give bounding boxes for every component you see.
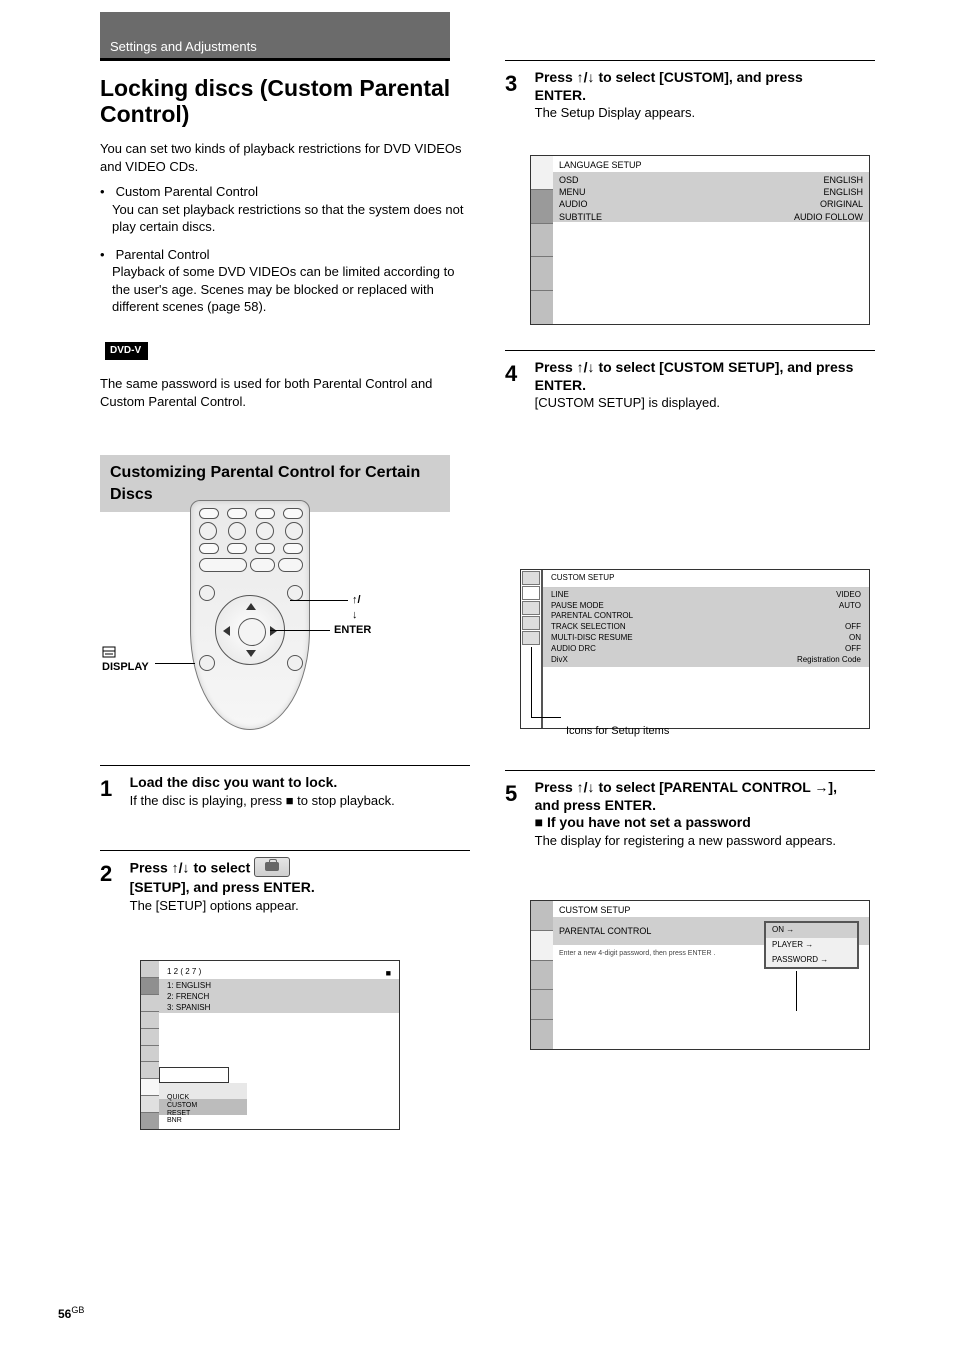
bullet2-title: Parental Control: [116, 247, 210, 262]
mock-title: LANGUAGE SETUP: [559, 159, 642, 171]
step-number: 3: [505, 69, 531, 99]
step1-text: Load the disc you want to lock. If the d…: [130, 774, 450, 809]
mock-cell: MULTI-DISC RESUME: [551, 633, 633, 644]
bullet1-body: You can set playback restrictions so tha…: [100, 201, 470, 236]
step5-screenshot: CUSTOM SETUP PARENTAL CONTROL Enter a ne…: [530, 900, 870, 1050]
callout-display: DISPLAY: [102, 645, 162, 675]
remote-top-right-button: [287, 585, 303, 601]
step2-screenshot: 1 2 ( 2 7 ) ■ 1: ENGLISH 2: FRENCH 3: SP…: [140, 960, 400, 1130]
step-number: 1: [100, 774, 126, 804]
remote-illustration: ↑/↓ ENTER DISPLAY: [160, 500, 350, 750]
password-note: The same password is used for both Paren…: [100, 376, 432, 409]
callout-line: [270, 630, 330, 631]
step-number: 2: [100, 859, 126, 889]
option-item: PASSWORD →: [766, 953, 857, 968]
callout-arrows: ↑/↓: [352, 593, 361, 623]
mock-cell: ORIGINAL: [820, 198, 863, 210]
mock-cell: OFF: [845, 644, 861, 655]
callout-enter: ENTER: [334, 623, 371, 638]
mock-footer-left: QUICK CUSTOM RESET BNR: [167, 1094, 197, 1125]
right-arrow-icon: [270, 626, 277, 636]
mock-row: 2: FRENCH: [167, 992, 391, 1003]
step-number: 5: [505, 779, 531, 809]
section-header-label: Settings and Adjustments: [110, 38, 257, 56]
mock-cell: ENGLISH: [823, 174, 863, 186]
option-item: ON →: [766, 923, 857, 938]
mock-cell: TRACK SELECTION: [551, 622, 626, 633]
mock-subtitle: PARENTAL CONTROL: [559, 925, 651, 937]
page-title: Locking discs (Custom Parental Control): [100, 75, 460, 128]
intro-p1: You can set two kinds of playback restri…: [100, 140, 470, 175]
mock-title: CUSTOM SETUP: [551, 573, 614, 582]
mock-row: 1: ENGLISH: [167, 981, 391, 992]
left-arrow-icon: [223, 626, 230, 636]
remote-bottom-left-button: [199, 655, 215, 671]
mock-cell: PARENTAL CONTROL: [551, 611, 633, 622]
mock-cell: OFF: [845, 622, 861, 633]
mock-cell: AUTO: [839, 601, 861, 612]
format-chip: DVD-V: [105, 342, 148, 360]
down-arrow-icon: [246, 650, 256, 657]
callout-line: [290, 600, 348, 601]
bullet1-title: Custom Parental Control: [116, 184, 258, 199]
step4-text: Press ↑/↓ to select [CUSTOM SETUP], and …: [535, 359, 855, 412]
up-arrow-icon: [246, 603, 256, 610]
mock-cell: AUDIO FOLLOW: [794, 211, 863, 223]
remote-top-left-button: [199, 585, 215, 601]
icons-callout: Icons for Setup items: [566, 724, 669, 739]
header-underline: [100, 58, 450, 61]
mock-cell: MENU: [559, 186, 586, 198]
setup-icon: [254, 857, 290, 877]
mock-cell: OSD: [559, 174, 579, 186]
mock-hint: Enter a new 4-digit password, then press…: [559, 949, 715, 958]
step-number: 4: [505, 359, 531, 389]
mock-cell: PAUSE MODE: [551, 601, 604, 612]
page-number: 56GB: [58, 1304, 84, 1322]
section-header: Settings and Adjustments: [100, 12, 450, 60]
mock-cell: ON: [849, 633, 861, 644]
step5-text: Press ↑/↓ to select [PARENTAL CONTROL →]…: [535, 779, 855, 849]
step4-screenshot: CUSTOM SETUP LINE VIDEO PAUSE MODE AUTO PA…: [520, 569, 870, 744]
mock-cell: Registration Code: [797, 655, 861, 666]
mock-cell: SUBTITLE: [559, 211, 602, 223]
mock-cell: AUDIO: [559, 198, 588, 210]
remote-bottom-right-button: [287, 655, 303, 671]
mock-title: CUSTOM SETUP: [559, 904, 630, 916]
mock-cell: ENGLISH: [823, 186, 863, 198]
mock-cell: LINE: [551, 590, 569, 601]
mock-cell: DivX: [551, 655, 568, 666]
step2-text: Press ↑/↓ to select [SETUP], and press E…: [130, 859, 450, 914]
step3-text: Press ↑/↓ to select [CUSTOM], and press …: [535, 69, 855, 122]
step3-screenshot: LANGUAGE SETUP OSD ENGLISH MENU ENGLISH AU…: [530, 155, 870, 325]
mock-dec: 1 2 ( 2 7 ): [167, 967, 201, 979]
bullet2-body: Playback of some DVD VIDEOs can be limit…: [100, 263, 470, 316]
stop-icon: ■: [386, 967, 391, 979]
mock-cell: VIDEO: [836, 590, 861, 601]
mock-cell: AUDIO DRC: [551, 644, 596, 655]
mock-row: 3: SPANISH: [167, 1003, 391, 1014]
option-item: PLAYER →: [766, 938, 857, 953]
